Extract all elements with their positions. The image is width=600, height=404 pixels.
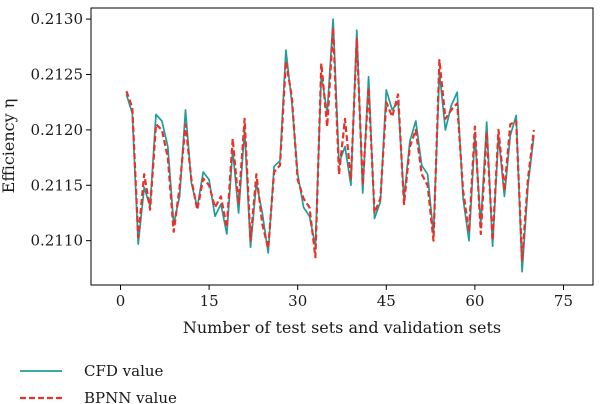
x-tick-label: 15 bbox=[200, 292, 219, 310]
bpnn-series-line bbox=[125, 26, 535, 262]
y-axis-label: Efficiency η bbox=[0, 99, 18, 194]
plot-frame bbox=[90, 7, 594, 286]
legend-label: CFD value bbox=[84, 362, 164, 380]
x-tick-label: 30 bbox=[288, 292, 307, 310]
legend: CFD value BPNN value bbox=[20, 362, 177, 404]
y-tick-label: 0.2110 bbox=[31, 232, 84, 250]
y-tick-label: 0.2120 bbox=[31, 121, 84, 139]
x-axis-ticks: 0 15 30 45 60 75 bbox=[116, 285, 573, 310]
y-tick-label: 0.2125 bbox=[31, 65, 84, 83]
legend-label: BPNN value bbox=[84, 389, 177, 404]
x-tick-label: 0 bbox=[116, 292, 126, 310]
x-tick-label: 45 bbox=[377, 292, 396, 310]
y-axis-ticks: 0.2110 0.2115 0.2120 0.2125 0.2130 bbox=[31, 10, 91, 250]
y-tick-label: 0.2115 bbox=[31, 176, 84, 194]
x-tick-label: 75 bbox=[554, 292, 573, 310]
x-axis-label: Number of test sets and validation sets bbox=[183, 318, 501, 337]
x-tick-label: 60 bbox=[465, 292, 484, 310]
y-tick-label: 0.2130 bbox=[31, 10, 84, 28]
series-layer bbox=[125, 18, 535, 273]
